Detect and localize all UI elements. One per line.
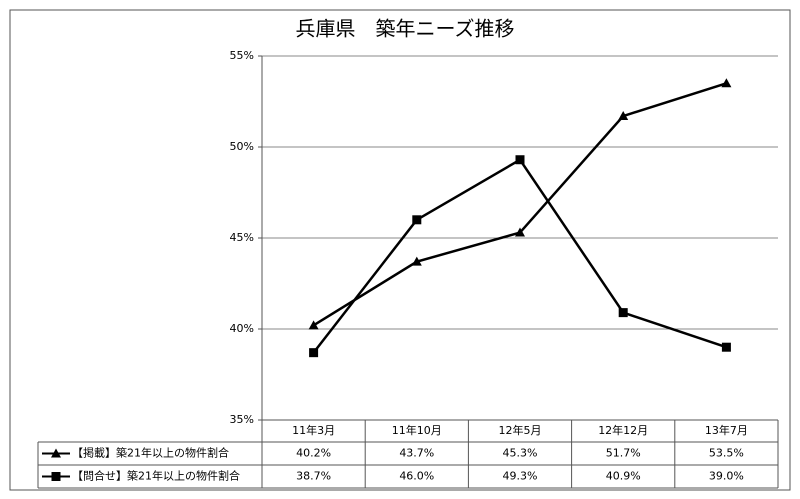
marker [618,111,629,121]
marker [309,348,319,358]
table-value: 53.5% [709,447,744,460]
x-tick-label: 12年5月 [499,423,542,437]
marker [412,215,422,225]
table-value: 43.7% [399,447,434,460]
marker [515,227,525,237]
table-value: 51.7% [606,447,641,460]
legend-label: 【問合せ】築21年以上の物件割合 [72,469,240,483]
table-value: 45.3% [503,447,538,460]
marker [515,155,525,165]
x-tick-label: 11年3月 [292,423,335,437]
table-value: 40.9% [606,470,641,483]
marker [721,342,731,352]
marker [308,320,319,330]
table-value: 39.0% [709,470,744,483]
marker [411,256,422,266]
x-tick-label: 12年12月 [598,423,648,437]
y-tick-label: 35% [230,413,254,426]
y-tick-label: 45% [230,231,254,244]
legend-label: 【掲載】築21年以上の物件割合 [72,446,229,460]
marker [721,78,732,88]
chart-title: 兵庫県 築年ニーズ推移 [296,17,515,41]
y-tick-label: 50% [230,140,254,153]
table-value: 38.7% [296,470,331,483]
x-tick-label: 13年7月 [705,423,748,437]
marker [618,308,628,318]
x-tick-label: 11年10月 [392,423,442,437]
table-value: 46.0% [399,470,434,483]
legend-key-marker [51,448,61,458]
chart-border [9,9,791,491]
table-value: 49.3% [503,470,538,483]
y-tick-label: 55% [230,49,254,62]
legend-key-marker [51,472,61,481]
table-value: 40.2% [296,447,331,460]
y-tick-label: 40% [230,322,254,335]
